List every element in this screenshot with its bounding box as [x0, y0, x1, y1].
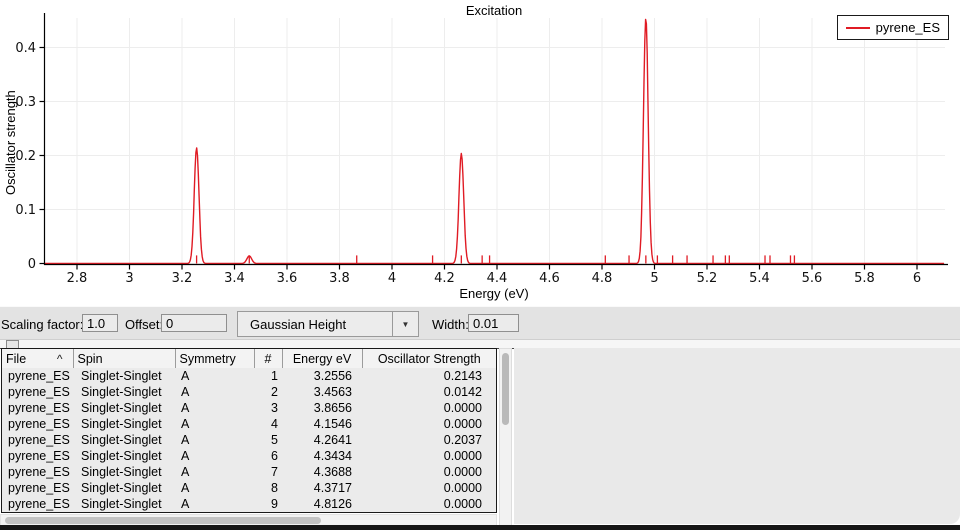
table-row[interactable]: pyrene_ES Singlet-Singlet A 4 4.1546 0.0000 — [8, 417, 482, 431]
svg-text:0.3: 0.3 — [15, 95, 36, 110]
svg-text:4.8: 4.8 — [592, 271, 613, 286]
svg-text:3.4: 3.4 — [224, 271, 245, 286]
column-header-energy[interactable]: Energy eV — [282, 349, 363, 368]
table-row[interactable]: pyrene_ES Singlet-Singlet A 7 4.3688 0.0000 — [8, 465, 482, 479]
column-header-file[interactable]: File ^ — [2, 349, 74, 368]
window-bottom-edge — [0, 525, 960, 530]
svg-text:3.2: 3.2 — [172, 271, 193, 286]
svg-text:3.8: 3.8 — [329, 271, 350, 286]
svg-text:5.8: 5.8 — [854, 271, 875, 286]
column-header-spin[interactable]: Spin — [73, 349, 176, 368]
svg-text:0.4: 0.4 — [15, 41, 36, 56]
table-row[interactable]: pyrene_ES Singlet-Singlet A 2 3.4563 0.0142 — [8, 385, 482, 399]
scaling-factor-label: Scaling factor: — [1, 317, 84, 332]
offset-label: Offset: — [125, 317, 164, 332]
table-row[interactable]: pyrene_ES Singlet-Singlet A 3 3.8656 0.0000 — [8, 401, 482, 415]
spectrum-plot[interactable]: 2.8 3 3.2 3.4 3.6 3.8 4 4.2 4.4 4.6 4.8 5 5.2 5.4 5.6 5… — [0, 0, 960, 306]
table-vertical-scrollbar[interactable] — [499, 348, 512, 526]
table-row[interactable]: pyrene_ES Singlet-Singlet A 1 3.2556 0.2143 — [8, 369, 482, 383]
svg-text:5: 5 — [650, 271, 658, 286]
svg-text:4.6: 4.6 — [539, 271, 560, 286]
right-empty-panel — [514, 348, 960, 524]
chart-title: Excitation — [465, 3, 523, 18]
broadening-dropdown[interactable]: Gaussian Height ▼ — [237, 311, 419, 337]
offset-input[interactable] — [161, 314, 227, 332]
legend-label: pyrene_ES — [875, 20, 940, 35]
scaling-factor-input[interactable] — [82, 314, 118, 332]
svg-text:5.4: 5.4 — [749, 271, 770, 286]
svg-text:0.1: 0.1 — [15, 203, 36, 218]
legend: pyrene_ES — [836, 15, 949, 40]
x-axis-label: Energy (eV) — [459, 286, 529, 301]
svg-text:0.2: 0.2 — [15, 149, 36, 164]
table-row[interactable]: pyrene_ES Singlet-Singlet A 9 4.8126 0.0000 — [8, 497, 482, 511]
svg-text:3: 3 — [125, 271, 133, 286]
width-label: Width: — [432, 317, 469, 332]
excitation-chart-area: 2.8 3 3.2 3.4 3.6 3.8 4 4.2 4.4 4.6 4.8 5 5.2 5.4 5.6 5… — [0, 0, 960, 306]
column-header-number[interactable]: # — [254, 349, 283, 368]
svg-text:2.8: 2.8 — [67, 271, 88, 286]
svg-text:4.4: 4.4 — [487, 271, 508, 286]
svg-text:0: 0 — [28, 257, 36, 272]
y-axis-label: Oscillator strength — [3, 90, 18, 196]
chevron-down-icon[interactable]: ▼ — [392, 312, 418, 336]
svg-text:6: 6 — [913, 271, 921, 286]
broadening-dropdown-value: Gaussian Height — [250, 316, 347, 332]
svg-text:5.2: 5.2 — [697, 271, 718, 286]
vertical-scrollbar-thumb[interactable] — [502, 353, 509, 425]
table-row[interactable]: pyrene_ES Singlet-Singlet A 8 4.3717 0.0000 — [8, 481, 482, 495]
column-header-symmetry[interactable]: Symmetry — [175, 349, 255, 368]
width-input[interactable] — [468, 314, 519, 332]
svg-text:4.2: 4.2 — [434, 271, 455, 286]
sort-ascending-icon: ^ — [56, 351, 63, 366]
table-header-row: File ^ Spin Symmetry # Energy eV Oscillat… — [2, 349, 496, 368]
legend-line-swatch — [845, 26, 870, 29]
states-table: File ^ Spin Symmetry # Energy eV Oscillat… — [1, 348, 497, 513]
svg-text:5.6: 5.6 — [802, 271, 823, 286]
svg-text:4: 4 — [388, 271, 396, 286]
horizontal-scrollbar-thumb[interactable] — [5, 517, 321, 524]
table-row[interactable]: pyrene_ES Singlet-Singlet A 5 4.2641 0.2037 — [8, 433, 482, 447]
controls-bar: Scaling factor: Offset: Gaussian Height … — [0, 306, 960, 340]
table-row[interactable]: pyrene_ES Singlet-Singlet A 6 4.3434 0.0000 — [8, 449, 482, 463]
svg-text:3.6: 3.6 — [277, 271, 298, 286]
column-header-oscillator-strength[interactable]: Oscillator Strength — [362, 349, 496, 368]
